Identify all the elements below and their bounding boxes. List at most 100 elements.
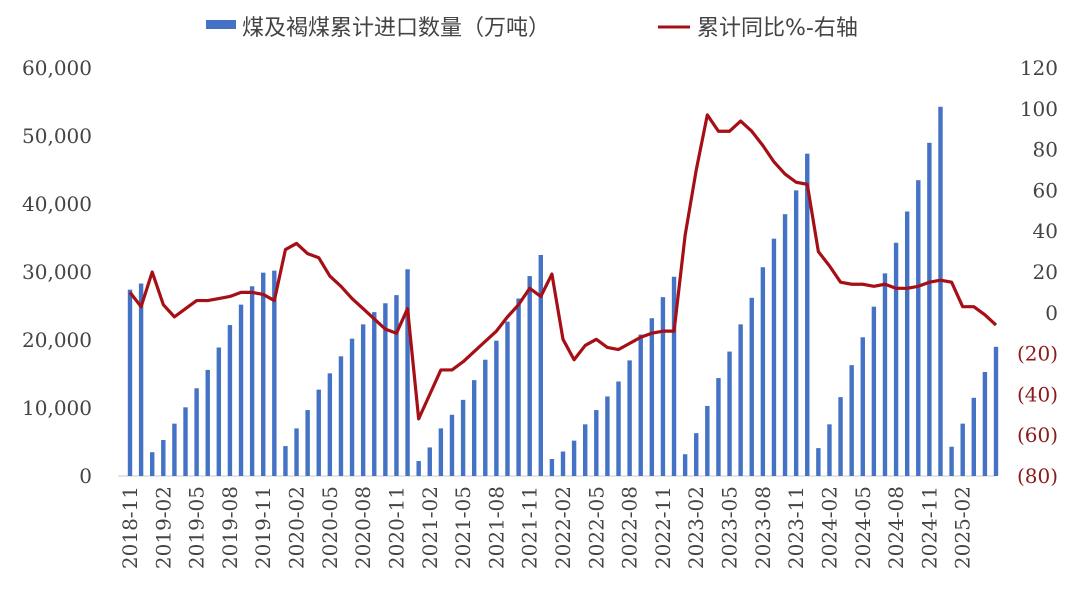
x-tick-label: 2023-08: [751, 486, 775, 569]
x-tick-label: 2020-05: [318, 486, 342, 569]
x-tick-label: 2019-08: [218, 486, 242, 569]
right-tick-label: 20: [1033, 260, 1058, 284]
x-tick-label: 2024-11: [917, 486, 941, 569]
x-tick-label: 2023-11: [784, 486, 808, 569]
right-tick-label: (80): [1017, 464, 1058, 488]
bar-2024-12: [938, 106, 943, 476]
right-tick-label: (60): [1017, 423, 1058, 447]
x-tick-label: 2020-02: [285, 486, 309, 569]
bar-2021-05: [460, 399, 466, 476]
bar-2024-07: [882, 273, 888, 476]
bar-2024-05: [860, 337, 865, 476]
bar-2024-02: [827, 424, 832, 476]
bar-2022-01: [549, 459, 555, 476]
bar-2025-01: [949, 446, 954, 476]
plot-area: [118, 106, 999, 477]
x-tick-label: 2024-05: [851, 486, 875, 569]
bar-2023-01: [682, 454, 688, 476]
x-tick-label: 2022-05: [584, 486, 608, 569]
bar-2019-11: [261, 272, 266, 476]
bar-2020-12: [405, 269, 410, 476]
left-tick-label: 20,000: [22, 328, 92, 352]
x-tick-label: 2021-05: [451, 486, 475, 569]
left-tick-label: 10,000: [22, 396, 92, 420]
bar-2020-02: [294, 428, 299, 476]
x-tick-label: 2021-11: [518, 486, 542, 569]
bar-2022-10: [649, 318, 655, 476]
bar-2023-10: [782, 214, 788, 476]
bar-2023-11: [793, 190, 799, 476]
legend-line-label: 累计同比%-右轴: [697, 16, 858, 41]
x-tick-label: 2022-08: [618, 486, 642, 569]
bar-2019-06: [205, 369, 210, 476]
legend: 煤及褐煤累计进口数量（万吨） 累计同比%-右轴: [206, 16, 858, 41]
bar-2020-08: [360, 324, 366, 476]
x-tick-label: 2024-08: [884, 486, 908, 569]
bar-2023-09: [771, 238, 777, 476]
x-tick-label: 2024-02: [818, 486, 842, 569]
left-axis: 0 10,000 20,000 30,000 40,000 50,000 60,000: [22, 56, 92, 488]
bar-2022-03: [571, 440, 577, 476]
x-axis: 2018-11 2019-02 2019-05 2019-08 2019-11 2020-…: [118, 486, 975, 569]
bar-2021-12: [538, 255, 543, 476]
bar-2023-02: [694, 433, 699, 476]
left-tick-label: 60,000: [22, 56, 92, 80]
bar-2021-07: [483, 359, 488, 476]
bar-2022-12: [671, 276, 677, 476]
bar-2024-08: [893, 242, 899, 476]
bar-2022-07: [616, 381, 621, 476]
bar-2021-02: [427, 447, 432, 476]
right-tick-label: 40: [1033, 219, 1058, 243]
right-tick-label: 80: [1033, 138, 1058, 162]
x-tick-label: 2025-02: [951, 486, 975, 569]
bar-2019-12: [272, 270, 277, 476]
bar-2020-01: [283, 446, 288, 476]
right-tick-label: 120: [1020, 56, 1058, 80]
x-tick-label: 2022-02: [551, 486, 575, 569]
bar-2019-08: [227, 325, 233, 476]
legend-bar-swatch: [206, 20, 236, 29]
right-tick-label: 60: [1033, 178, 1058, 202]
bar-2023-03: [705, 405, 710, 476]
bar-2024-06: [871, 306, 877, 476]
x-tick-label: 2018-11: [118, 486, 142, 569]
right-tick-label: (20): [1017, 342, 1058, 366]
x-tick-label: 2019-05: [185, 486, 209, 569]
bar-2023-07: [749, 297, 754, 476]
x-tick-label: 2022-11: [651, 486, 675, 569]
right-tick-label: 0: [1045, 301, 1058, 325]
bar-2018-12: [138, 283, 144, 476]
bar-2023-05: [727, 351, 732, 476]
bar-2024-04: [849, 365, 854, 476]
bar-series: [127, 106, 999, 477]
x-tick-label: 2021-08: [484, 486, 508, 569]
bar-2020-07: [349, 338, 355, 476]
bar-2025-04: [982, 371, 988, 476]
legend-bar-label: 煤及褐煤累计进口数量（万吨）: [242, 16, 550, 41]
bar-2020-05: [327, 373, 333, 476]
x-tick-label: 2020-11: [385, 486, 409, 569]
bar-2022-05: [594, 410, 599, 476]
bar-2019-09: [238, 304, 244, 476]
bar-2022-04: [583, 424, 588, 476]
x-tick-label: 2020-08: [351, 486, 375, 569]
bar-2022-02: [560, 451, 566, 476]
bar-2024-11: [927, 142, 932, 477]
bar-2024-10: [916, 180, 921, 476]
bar-2021-04: [449, 414, 455, 476]
bar-2018-11: [127, 289, 133, 476]
bar-2025-03: [971, 397, 976, 476]
bar-2020-06: [338, 356, 344, 476]
left-tick-label: 40,000: [22, 192, 92, 216]
left-tick-label: 30,000: [22, 260, 92, 284]
x-tick-label: 2023-02: [684, 486, 708, 569]
bar-2019-05: [194, 388, 199, 476]
bar-2019-07: [216, 347, 222, 476]
bar-2024-09: [904, 211, 910, 477]
bar-2022-09: [638, 334, 643, 476]
right-axis: 120 100 80 60 40 20 0 (20) (40) (60) (80): [1017, 56, 1058, 488]
bar-2019-02: [161, 439, 166, 476]
bar-2019-10: [249, 286, 255, 476]
bar-2024-01: [816, 448, 821, 476]
